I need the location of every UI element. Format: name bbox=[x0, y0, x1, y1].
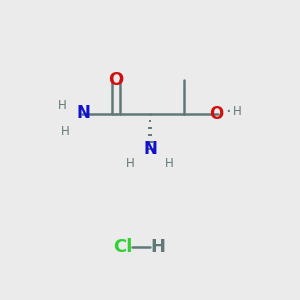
Text: N: N bbox=[143, 140, 157, 158]
Text: O: O bbox=[209, 105, 223, 123]
Text: ·: · bbox=[225, 103, 231, 121]
Text: H: H bbox=[126, 157, 135, 170]
Text: H: H bbox=[58, 99, 67, 112]
Text: H: H bbox=[232, 106, 241, 118]
Text: H: H bbox=[61, 125, 70, 138]
Text: O: O bbox=[108, 71, 123, 89]
Text: H: H bbox=[165, 157, 174, 170]
Text: H: H bbox=[150, 238, 165, 256]
Text: Cl: Cl bbox=[114, 238, 133, 256]
Text: N: N bbox=[76, 104, 90, 122]
